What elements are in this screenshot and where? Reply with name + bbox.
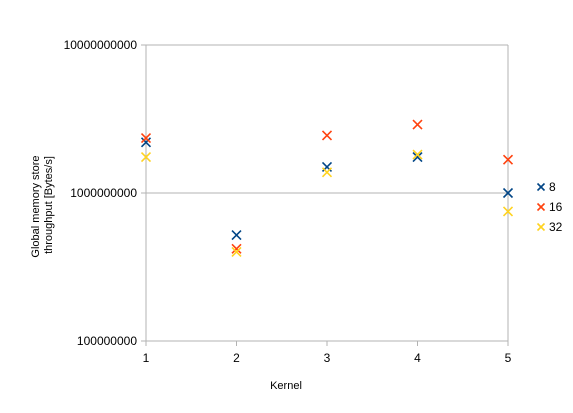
data-point-series-32	[231, 246, 242, 257]
x-axis-title: Kernel	[270, 380, 302, 392]
legend-marker	[536, 202, 546, 212]
data-point-series-32	[140, 151, 152, 163]
legend-marker	[536, 182, 546, 192]
data-point-series-8	[502, 187, 514, 199]
legend-label: 8	[549, 180, 556, 194]
y-tick-label: 10000000000	[64, 38, 138, 52]
data-point-series-32	[412, 149, 423, 160]
legend-marker	[536, 222, 546, 232]
data-point-series-16	[502, 154, 514, 165]
data-point-series-16	[140, 133, 152, 144]
x-tick-label: 2	[233, 351, 240, 365]
legend-entry: 32	[536, 220, 563, 234]
x-tick-label: 4	[414, 351, 421, 365]
legend-label: 16	[549, 200, 563, 214]
legend: 8 16 32	[536, 180, 563, 234]
data-point-series-16	[412, 119, 423, 130]
data-point-series-8	[140, 137, 152, 148]
x-tick-label: 5	[505, 351, 512, 365]
y-axis-title-line-2: throughput [Bytes/s]	[43, 156, 55, 254]
data-point-series-32	[321, 167, 333, 178]
grid-lines	[146, 44, 508, 342]
y-tick-label: 100000000	[77, 334, 137, 348]
y-tick-labels: 100000000 1000000000 10000000000	[64, 38, 138, 348]
data-points	[140, 119, 514, 257]
legend-entry: 16	[536, 200, 563, 214]
y-tick-label: 1000000000	[70, 186, 137, 200]
x-tick-label: 3	[324, 351, 331, 365]
legend-label: 32	[549, 220, 563, 234]
y-axis-title-line-1: Global memory store	[30, 155, 42, 257]
data-point-series-32	[502, 206, 514, 217]
data-point-series-16	[321, 130, 333, 141]
x-tick-label: 1	[143, 351, 150, 365]
data-point-series-8	[231, 229, 242, 241]
legend-entry: 8	[536, 180, 556, 194]
x-tick-labels: 1 2 3 4 5	[143, 351, 512, 365]
data-point-series-16	[231, 243, 242, 254]
data-point-series-8	[412, 151, 423, 163]
axes	[141, 44, 509, 346]
y-axis-title: Global memory store throughput [Bytes/s]	[30, 152, 55, 257]
